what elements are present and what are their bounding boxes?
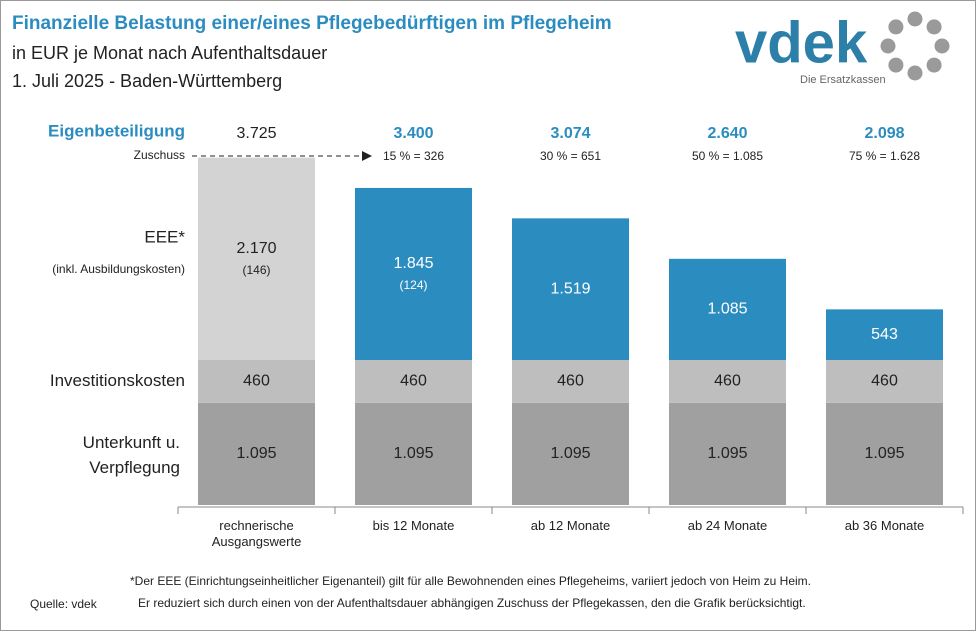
bar-segment: [669, 402, 786, 505]
value-label: 1.095: [864, 445, 904, 462]
value-label: 1.085: [707, 301, 747, 318]
x-tick-label: ab 12 Monate: [530, 518, 611, 533]
footnote: Er reduziert sich durch einen von der Au…: [138, 596, 806, 610]
series-label: Investitionskosten: [50, 371, 185, 390]
subtitle: in EUR je Monat nach Aufenthaltsdauer: [12, 43, 327, 63]
bar-segment: [355, 402, 472, 505]
source: Quelle: vdek: [30, 597, 98, 611]
value-label: 543: [871, 326, 898, 343]
bar-segment: [669, 258, 786, 360]
row-label: (inkl. Ausbildungskosten): [52, 262, 185, 276]
bar-segment: [512, 218, 629, 360]
value-label: 1.095: [550, 445, 590, 462]
total-label: 2.098: [864, 125, 904, 142]
logo-dot: [888, 19, 904, 35]
value-label: 2.170: [236, 240, 276, 257]
sub-label: (124): [399, 278, 427, 292]
row-label: Zuschuss: [134, 148, 185, 162]
bar-segment: [355, 187, 472, 360]
bar-segment: [826, 309, 943, 360]
x-tick-label: ab 36 Monate: [844, 518, 925, 533]
x-tick-label: ab 24 Monate: [687, 518, 768, 533]
total-label: 3.725: [236, 125, 276, 142]
series-label: EEE*: [144, 227, 185, 246]
zuschuss-label: 50 % = 1.085: [692, 149, 763, 163]
logo-dot: [907, 11, 923, 27]
bar-segment: [355, 359, 472, 403]
bar-segment: [198, 157, 315, 360]
x-tick-label: bis 12 Monate: [372, 518, 455, 533]
bar-segment: [826, 402, 943, 505]
total-label: 3.400: [393, 125, 433, 142]
zuschuss-label: 15 % = 326: [383, 149, 444, 163]
x-tick-label: rechnerische Ausgangswerte: [211, 518, 302, 549]
zuschuss-label: 75 % = 1.628: [849, 149, 920, 163]
total-label: 2.640: [707, 125, 747, 142]
bar-segment: [669, 359, 786, 403]
sub-label: (146): [242, 263, 270, 277]
logo-dot: [934, 38, 950, 54]
value-label: 460: [400, 373, 427, 390]
value-label: 460: [557, 373, 584, 390]
logo-dot: [926, 19, 942, 35]
chart-title: Finanzielle Belastung einer/eines Pflege…: [12, 13, 612, 34]
logo-dot: [880, 38, 896, 54]
value-label: 1.095: [393, 445, 433, 462]
bar-segment: [198, 402, 315, 505]
logo-dot: [888, 57, 904, 73]
value-label: 460: [714, 373, 741, 390]
logo-tagline: Die Ersatzkassen: [800, 74, 886, 86]
row-label: Eigenbeteiligung: [48, 121, 185, 140]
value-label: 1.845: [393, 255, 433, 272]
series-label: Unterkunft u. Verpflegung: [82, 432, 180, 477]
bar-segment: [512, 359, 629, 403]
bar-segment: [198, 359, 315, 403]
value-label: 460: [871, 373, 898, 390]
arrow-head: [362, 151, 372, 161]
footnote: *Der EEE (Einrichtungseinheitlicher Eige…: [130, 574, 811, 588]
value-label: 460: [243, 373, 270, 390]
value-label: 1.095: [707, 445, 747, 462]
subtitle: 1. Juli 2025 - Baden-Württemberg: [12, 71, 282, 91]
bar-segment: [826, 359, 943, 403]
logo-ring: [880, 11, 950, 81]
value-label: 1.519: [550, 280, 590, 297]
bar-segment: [512, 402, 629, 505]
logo-text: vdek: [735, 10, 868, 75]
zuschuss-label: 30 % = 651: [540, 149, 601, 163]
value-label: 1.095: [236, 445, 276, 462]
logo-dot: [926, 57, 942, 73]
total-label: 3.074: [550, 125, 590, 142]
logo-dot: [907, 65, 923, 81]
